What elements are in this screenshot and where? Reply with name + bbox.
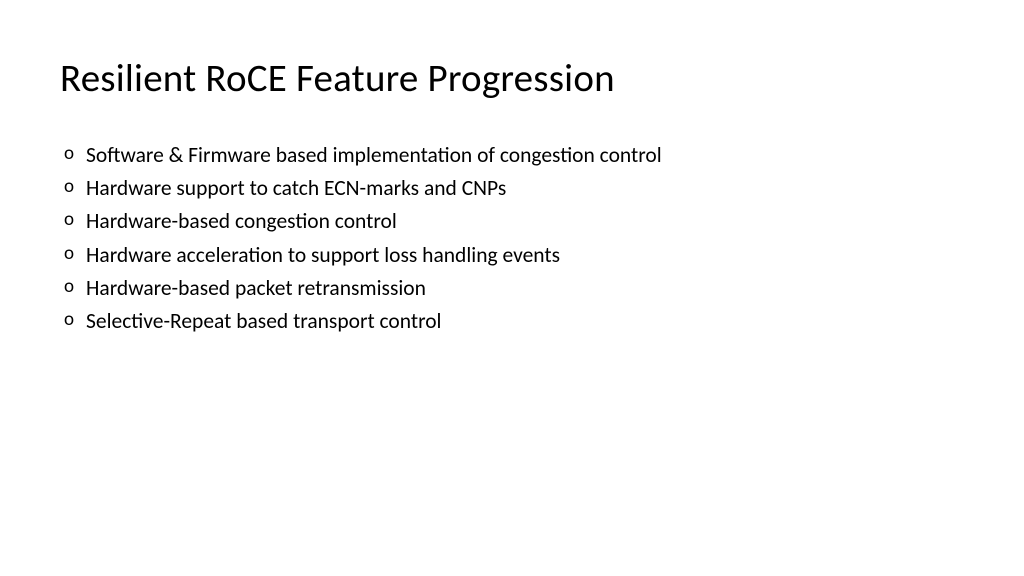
list-item: Software & Firmware based implementation… — [64, 140, 964, 171]
list-item: Hardware support to catch ECN-marks and … — [64, 173, 964, 204]
slide-container: Resilient RoCE Feature Progression Softw… — [0, 0, 1024, 379]
list-item: Hardware acceleration to support loss ha… — [64, 240, 964, 271]
slide-title: Resilient RoCE Feature Progression — [60, 55, 964, 102]
list-item: Hardware-based congestion control — [64, 206, 964, 237]
list-item: Hardware-based packet retransmission — [64, 273, 964, 304]
list-item: Selective-Repeat based transport control — [64, 306, 964, 337]
bullet-list: Software & Firmware based implementation… — [60, 140, 964, 337]
